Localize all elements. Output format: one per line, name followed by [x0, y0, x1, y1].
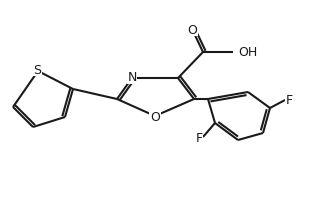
Text: N: N — [127, 71, 137, 84]
Text: OH: OH — [238, 46, 257, 59]
Text: F: F — [195, 132, 203, 145]
Text: O: O — [187, 23, 197, 36]
Text: S: S — [33, 63, 41, 76]
Text: F: F — [285, 94, 293, 107]
Text: O: O — [150, 111, 160, 124]
